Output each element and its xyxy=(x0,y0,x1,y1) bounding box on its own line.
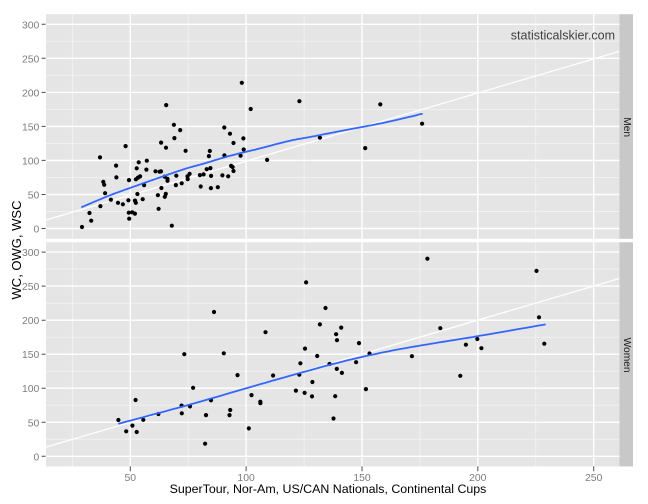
svg-text:100: 100 xyxy=(237,473,255,484)
svg-text:Women: Women xyxy=(621,338,632,373)
svg-text:100: 100 xyxy=(22,384,40,395)
svg-text:0: 0 xyxy=(34,452,40,463)
svg-text:250: 250 xyxy=(22,282,40,293)
svg-text:200: 200 xyxy=(22,316,40,327)
svg-text:Men: Men xyxy=(621,117,632,137)
svg-text:200: 200 xyxy=(22,88,40,99)
svg-text:250: 250 xyxy=(585,473,603,484)
svg-text:250: 250 xyxy=(22,54,40,65)
svg-text:150: 150 xyxy=(22,350,40,361)
svg-text:100: 100 xyxy=(22,156,40,167)
svg-text:WC, OWG, WSC: WC, OWG, WSC xyxy=(9,201,24,300)
svg-text:50: 50 xyxy=(28,191,40,202)
svg-text:150: 150 xyxy=(353,473,371,484)
svg-text:150: 150 xyxy=(22,122,40,133)
svg-text:0: 0 xyxy=(34,225,40,236)
svg-text:50: 50 xyxy=(28,418,40,429)
svg-text:SuperTour, Nor-Am, US/CAN Nati: SuperTour, Nor-Am, US/CAN Nationals, Con… xyxy=(170,482,487,496)
svg-text:statisticalskier.com: statisticalskier.com xyxy=(511,29,615,43)
svg-text:50: 50 xyxy=(125,473,137,484)
svg-text:200: 200 xyxy=(469,473,487,484)
svg-text:300: 300 xyxy=(22,20,40,31)
svg-text:300: 300 xyxy=(22,248,40,259)
